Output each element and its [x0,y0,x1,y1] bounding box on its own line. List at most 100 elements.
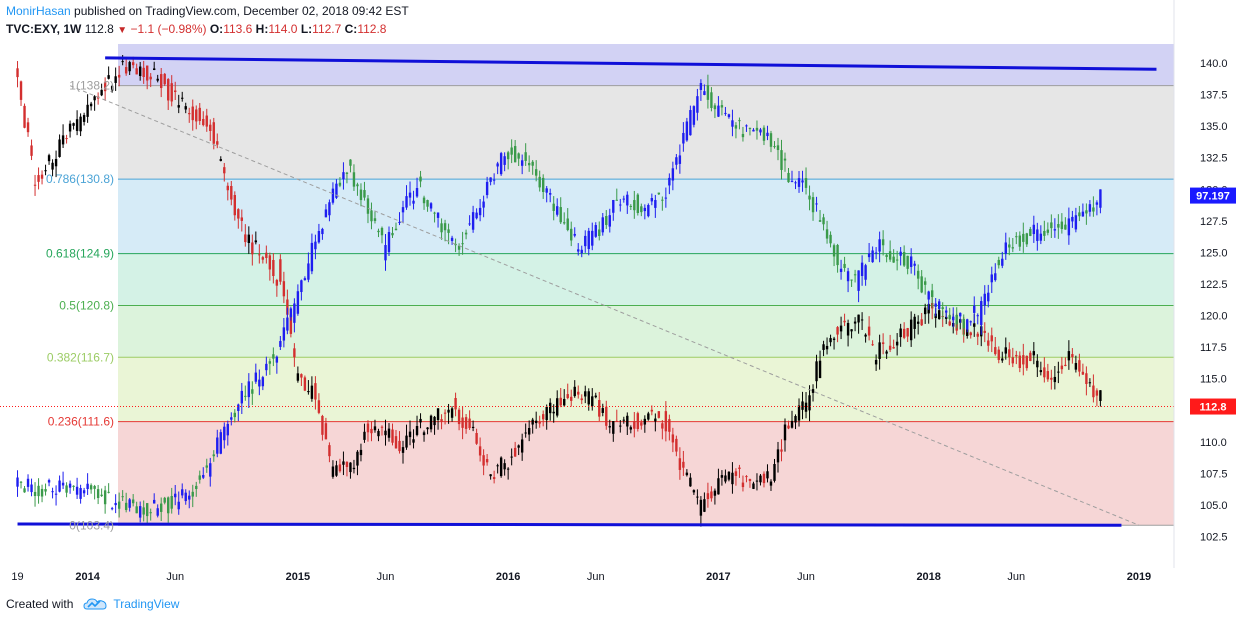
candle [356,182,359,196]
author-name[interactable]: MonirHasan [6,4,71,18]
candle-body [1011,357,1014,364]
candle [556,198,559,217]
candle-body [349,462,352,473]
candle-body [1053,229,1057,231]
candle [994,263,997,282]
candle-body [247,234,251,244]
candle [328,199,331,222]
candle [647,411,650,421]
candle [769,479,773,491]
candle-body [699,82,703,90]
candle [380,226,384,244]
candle [906,255,909,275]
candle-body [152,68,156,70]
candle-body [496,465,499,467]
fib-label: 0.618(124.9) [46,247,114,261]
candle [822,340,825,357]
candle [223,162,226,182]
candle-body [969,321,972,323]
candle-body [573,233,576,236]
candle [1001,351,1004,363]
candle [79,484,82,504]
candle-body [30,145,33,156]
candle-body [198,475,201,480]
candle [429,202,433,212]
candle-body [30,484,33,493]
candle [1015,350,1018,365]
candle-body [79,488,82,499]
candle [216,429,219,458]
candle-body [268,361,272,364]
candle-body [909,256,913,267]
candle [114,67,117,91]
candle-body [61,135,65,145]
candle-body [124,502,128,511]
candle [577,385,580,399]
candle [706,74,710,109]
candle [268,358,272,375]
candle [65,134,68,144]
candle-body [808,395,811,411]
candle [54,150,58,178]
candle-body [987,340,990,346]
candle [471,420,475,432]
price-axis[interactable]: 140.0137.5135.0132.5130.0127.5125.0122.5… [1173,0,1228,568]
candle [952,307,955,328]
candle-body [44,489,47,492]
tradingview-link[interactable]: TradingView [113,597,180,611]
candle [219,429,222,455]
time-tick-label: 19 [11,571,23,583]
candle-body [464,232,468,235]
candle-body [331,466,335,477]
candle [356,450,359,476]
candle [387,226,391,256]
candle-body [321,415,324,435]
candle [394,429,398,449]
candle [275,355,279,374]
price-tick-label: 117.5 [1200,342,1227,354]
candle-body [468,223,471,225]
candle [1071,348,1074,364]
candle [538,415,541,428]
footer: Created with TradingView [6,597,179,611]
candle [836,243,839,273]
candle [426,199,429,212]
candle-body [647,204,650,217]
candle [619,198,622,212]
candle-body [857,314,860,323]
candle-body [307,263,310,280]
candle [1036,354,1039,377]
candle-body [934,303,937,307]
candle [370,202,373,230]
candle [836,326,839,343]
candle [103,485,107,514]
candle-body [1078,212,1081,217]
candle-body [997,259,1000,266]
candle [787,168,790,183]
candle-body [513,146,517,163]
candle-body [780,150,783,170]
candle-body [867,326,871,336]
candle [30,139,33,161]
candle [773,458,776,483]
candles [16,55,1102,527]
candle-body [804,402,808,412]
candle [468,410,471,430]
candle-body [163,73,166,85]
candle-body [577,391,580,395]
candle [531,160,534,175]
time-axis[interactable]: 19 2014 Jun 2015 Jun 2016 Jun 2017 Jun 2018 Jun 201… [11,571,1151,583]
candle [496,463,499,474]
candle [741,126,745,142]
candle-body [1053,376,1057,383]
candle [233,191,236,221]
candle [892,249,895,263]
candle-body [633,421,636,429]
candle [138,501,142,523]
candle-body [429,203,433,209]
candle [608,419,611,434]
candle-body [160,74,163,89]
candle-body [643,207,647,212]
candle-body [335,183,338,198]
